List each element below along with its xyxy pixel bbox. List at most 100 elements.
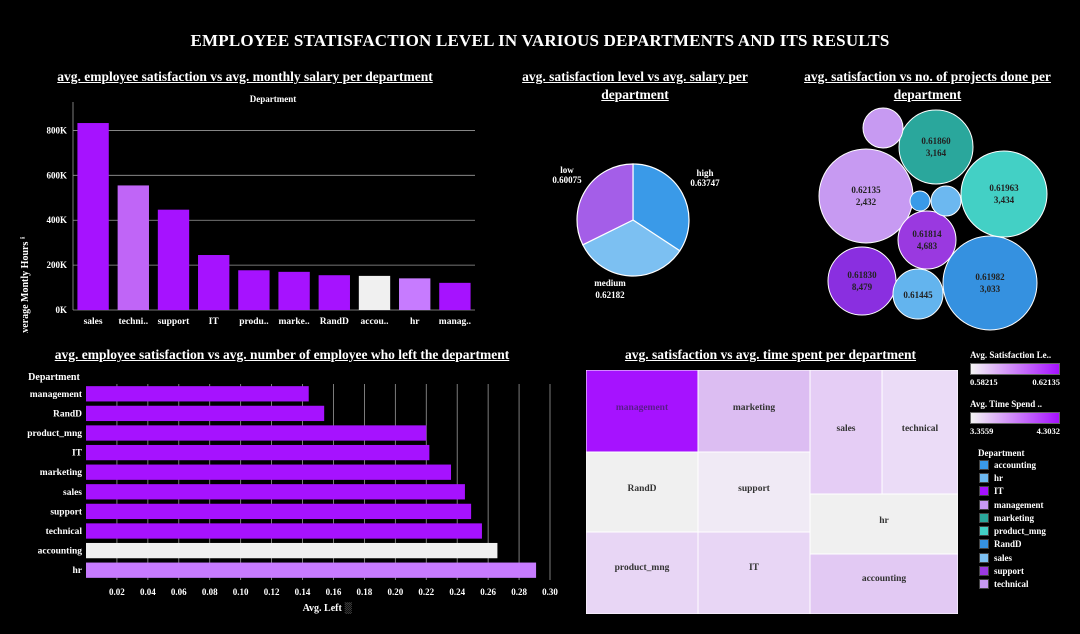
department-legend-item[interactable]: product_mng — [979, 524, 1070, 537]
time-chart-title: avg. satisfaction vs avg. time spent per… — [624, 347, 917, 362]
left-bar — [86, 464, 452, 480]
salary-x-tick-label: hr — [410, 317, 420, 327]
pie-label-low: low — [560, 165, 574, 175]
left-bar — [86, 444, 430, 461]
bubble-satisfaction-label: 0.61814 — [912, 229, 942, 239]
salary-bars — [77, 123, 471, 310]
legend-swatch — [979, 526, 989, 537]
salary-x-tick-labels: sales techni.. support IT produ.. marke.. Rand… — [84, 317, 471, 327]
salary-y-axis-label: Average Montly Hours ⁱ — [20, 236, 31, 333]
salary-y-tick-label: 400K — [46, 215, 67, 225]
pie-label-high: high — [696, 168, 713, 178]
department-legend-item[interactable]: RandD — [979, 538, 1070, 551]
salary-x-tick-label: marke.. — [279, 317, 310, 327]
salary-bar — [77, 123, 109, 310]
left-bar-chart: Department managementRandDproduct_mngITm… — [27, 372, 558, 614]
satisfaction-legend-title: Avg. Satisfaction Le.. — [970, 350, 1052, 360]
legend-label: product_mng — [994, 526, 1046, 537]
bubble-projects-label: 2,432 — [856, 197, 877, 207]
treemap-label: hr — [879, 516, 889, 526]
treemap-label: RandD — [627, 484, 656, 494]
left-y-tick-label: RandD — [53, 409, 82, 419]
left-y-tick-label: technical — [46, 527, 83, 537]
legend-label: marketing — [994, 512, 1034, 523]
salary-x-tick-label: IT — [209, 317, 220, 327]
department-legend-item[interactable]: marketing — [979, 511, 1070, 524]
bubble — [827, 246, 897, 316]
treemap-label: accounting — [862, 574, 907, 584]
left-x-tick-label: 0.06 — [171, 587, 187, 597]
time-legend-title: Avg. Time Spend .. — [970, 399, 1043, 409]
legend-label: RandD — [994, 539, 1022, 550]
salary-bar — [238, 270, 270, 310]
salary-pie-chart: low 0.60075 high 0.63747 medium 0.62182 — [552, 163, 720, 300]
legend-label: sales — [994, 552, 1012, 563]
bubble-projects-label: 3,434 — [994, 195, 1015, 205]
treemap-label: support — [738, 484, 771, 494]
department-legend-item[interactable]: technical — [979, 578, 1070, 591]
salary-bar — [358, 275, 391, 310]
treemap-cell — [697, 531, 811, 614]
bubble-projects-label: 8,479 — [852, 282, 873, 292]
treemap-cell — [586, 531, 699, 614]
pie-slices — [576, 163, 690, 277]
department-legend: accounting hr IT management marketing product… — [979, 458, 1070, 591]
salary-bar — [399, 278, 431, 310]
left-y-tick-label: marketing — [40, 468, 82, 478]
bubble — [862, 107, 904, 149]
salary-y-tick-label: 0K — [55, 305, 67, 315]
left-x-tick-label: 0.08 — [202, 587, 218, 597]
department-legend-item[interactable]: accounting — [979, 458, 1070, 471]
salary-legend-title: Department — [250, 94, 297, 104]
bubble-satisfaction-label: 0.61830 — [847, 270, 877, 280]
left-y-tick-label: IT — [72, 449, 83, 459]
salary-x-tick-label: support — [158, 317, 191, 327]
left-bar — [86, 405, 325, 422]
treemap-cell — [809, 553, 958, 614]
left-y-tick-label: hr — [73, 566, 83, 576]
salary-y-tick-label: 800K — [46, 125, 67, 135]
department-legend-item[interactable]: hr — [979, 471, 1070, 484]
department-legend-item[interactable]: IT — [979, 485, 1070, 498]
left-y-tick-label: product_mng — [27, 429, 82, 439]
department-legend-item[interactable]: support — [979, 564, 1070, 577]
time-min: 3.3559 — [970, 426, 994, 436]
left-bar — [86, 562, 537, 578]
left-bar — [86, 425, 427, 441]
legend-swatch — [979, 499, 989, 510]
salary-x-tick-label: manag.. — [439, 317, 471, 327]
legend-swatch — [979, 472, 989, 483]
left-bars — [86, 386, 537, 578]
legend-label: management — [994, 499, 1044, 510]
legend-label: technical — [994, 579, 1029, 590]
department-legend-item[interactable]: sales — [979, 551, 1070, 564]
time-gradient — [970, 412, 1060, 424]
bubble — [818, 148, 914, 244]
legend-swatch — [979, 486, 989, 497]
treemap-cell — [809, 493, 958, 555]
left-x-axis-label: Avg. Left ░ — [303, 602, 352, 614]
salary-x-tick-label: techni.. — [119, 317, 149, 327]
legends-panel: Avg. Satisfaction Le.. 0.58215 0.62135 A… — [970, 350, 1070, 591]
left-bar — [86, 542, 498, 559]
left-x-tick-label: 0.20 — [387, 587, 403, 597]
legend-swatch — [979, 512, 989, 523]
legend-label: IT — [994, 486, 1004, 497]
left-x-tick-label: 0.04 — [140, 587, 156, 597]
left-x-tick-label: 0.14 — [295, 587, 311, 597]
bubble-projects-label: 4,683 — [917, 241, 938, 251]
time-treemap: management marketing sales technical RandD su… — [586, 370, 958, 614]
treemap-label: technical — [902, 424, 939, 434]
department-legend-item[interactable]: management — [979, 498, 1070, 511]
left-bar — [86, 386, 309, 402]
left-x-tick-labels: 0.02 0.04 0.06 0.08 0.10 0.12 0.14 0.16 0.18 0.20… — [109, 587, 558, 597]
left-x-tick-label: 0.26 — [480, 587, 496, 597]
pie-value-medium: 0.62182 — [595, 290, 625, 300]
salary-bar — [278, 271, 310, 310]
bubble-satisfaction-label: 0.61860 — [921, 136, 951, 146]
bubble — [909, 190, 931, 212]
legend-swatch — [979, 459, 989, 470]
pie-slice-low — [576, 163, 634, 246]
left-y-tick-label: management — [30, 390, 83, 400]
legend-label: support — [994, 566, 1025, 577]
